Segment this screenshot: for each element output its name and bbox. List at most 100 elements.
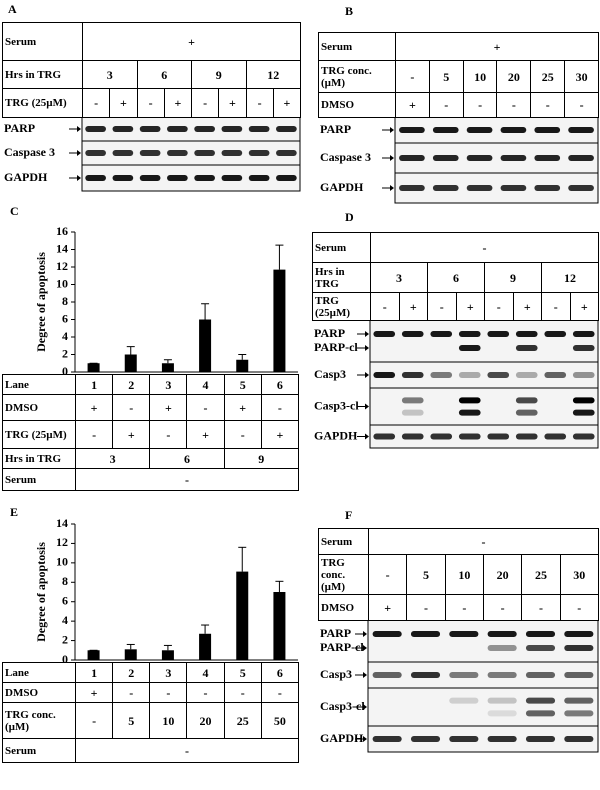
blot-frame <box>369 387 599 426</box>
table-cell: - <box>427 292 457 321</box>
y-tick-label: 12 <box>56 259 68 273</box>
table-cell: + <box>260 420 299 449</box>
table-cell: 5 <box>223 662 262 683</box>
row-label: DMSO <box>318 92 396 118</box>
table-row: Hrs in TRG 3 6 9 <box>2 448 299 469</box>
blot-frame <box>369 319 599 363</box>
blot-label: PARP <box>4 121 35 135</box>
bar <box>87 650 100 660</box>
band <box>401 433 424 440</box>
table-cell: - <box>136 88 165 118</box>
band <box>372 672 402 678</box>
band <box>525 710 556 717</box>
band <box>572 331 595 337</box>
y-tick-label: 6 <box>62 311 68 325</box>
y-tick-label: 10 <box>56 555 68 569</box>
y-tick-label: 14 <box>56 516 68 530</box>
band <box>372 736 402 742</box>
arrow-head <box>390 185 394 191</box>
table-cell: + <box>367 594 408 621</box>
band <box>487 331 510 337</box>
panel-label: D <box>345 210 354 224</box>
table-cell: 10 <box>462 60 498 93</box>
band <box>500 185 527 191</box>
band <box>248 126 270 132</box>
row-label: Lane <box>2 662 76 683</box>
row-label: TRG (25µM) <box>2 420 76 449</box>
row-label: Serum <box>2 468 76 491</box>
band <box>572 433 595 440</box>
blot-label: GAPDH <box>314 428 358 442</box>
table-cell: - <box>484 292 514 321</box>
table-cell: 30 <box>564 60 599 93</box>
band <box>544 372 567 378</box>
row-label: TRG conc. (µM) <box>318 554 369 595</box>
band <box>564 672 594 678</box>
band <box>410 672 441 678</box>
band <box>515 372 538 378</box>
band <box>373 372 396 378</box>
blot-label: Casp3 <box>320 667 352 681</box>
band <box>564 631 594 637</box>
table-cell: - <box>223 682 262 703</box>
table-cell: - <box>444 594 484 621</box>
table-cell: - <box>74 702 114 739</box>
band <box>373 331 396 337</box>
table-cell: 3 <box>149 662 188 683</box>
band <box>564 736 594 742</box>
blot-label: Casp3-cl <box>314 398 359 412</box>
blot-label: PARP <box>320 626 351 640</box>
table-row: Serum - <box>318 528 599 555</box>
panel-label: A <box>8 2 17 16</box>
row-label: TRG conc. (µM) <box>2 702 76 739</box>
row-label: TRG conc. (µM) <box>318 60 396 93</box>
blot-label: GAPDH <box>4 170 48 184</box>
band <box>432 155 459 161</box>
y-tick-label: 2 <box>62 346 68 360</box>
table-cell: + <box>395 92 430 118</box>
y-tick-label: 16 <box>56 224 68 238</box>
table-cell: 3 <box>74 448 151 469</box>
band <box>399 127 425 133</box>
table-cell: + <box>149 394 188 421</box>
band <box>564 645 594 651</box>
band <box>487 645 517 651</box>
y-tick-label: 6 <box>62 593 68 607</box>
band <box>432 185 459 191</box>
table-row: DMSO + - + - + - <box>2 394 299 421</box>
table-cell: 25 <box>521 554 561 595</box>
table-cell: 9 <box>223 448 299 469</box>
band <box>534 155 561 161</box>
band <box>449 697 479 704</box>
band <box>449 631 479 637</box>
band <box>221 175 243 181</box>
blot-label: PARP <box>314 326 345 340</box>
table-cell: + <box>163 88 193 118</box>
table-cell: - <box>74 420 114 449</box>
table-cell: + <box>512 292 542 321</box>
band <box>572 409 595 416</box>
table-cell: 4 <box>186 374 225 395</box>
band <box>525 697 556 704</box>
row-label: Serum <box>2 738 76 763</box>
table-cell: 5 <box>223 374 262 395</box>
band <box>544 331 567 337</box>
table-cell: 6 <box>260 662 299 683</box>
table-cell: + <box>395 32 599 61</box>
blot-frame <box>367 619 599 663</box>
table-cell: - <box>112 682 151 703</box>
band <box>564 697 594 704</box>
bar <box>236 359 249 372</box>
band <box>410 736 441 742</box>
table-cell: - <box>367 554 408 595</box>
arrow-head <box>77 150 81 156</box>
band <box>139 150 161 156</box>
table-cell: 5 <box>428 60 464 93</box>
table-cell: - <box>245 88 274 118</box>
table-cell: - <box>564 92 599 118</box>
band <box>401 397 424 404</box>
table-cell: - <box>149 420 188 449</box>
band <box>458 433 481 440</box>
table-cell: - <box>223 420 262 449</box>
